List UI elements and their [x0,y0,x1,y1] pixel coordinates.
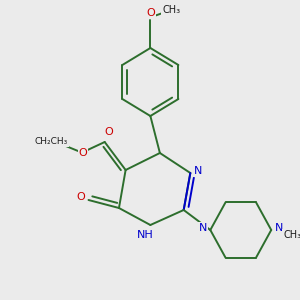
Text: O: O [78,148,87,158]
Text: O: O [104,127,113,137]
Text: N: N [199,223,207,233]
Text: O: O [146,8,155,18]
Text: O: O [76,192,85,202]
Text: N: N [275,223,283,233]
Text: CH₃: CH₃ [162,5,180,15]
Text: CH₂CH₃: CH₂CH₃ [35,137,68,146]
Text: CH₃: CH₃ [283,230,300,240]
Text: NH: NH [137,230,154,240]
Text: N: N [194,166,202,176]
